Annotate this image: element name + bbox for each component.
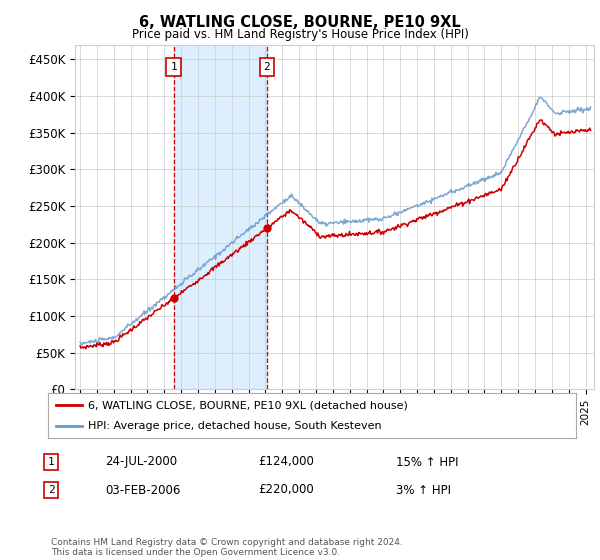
Text: 1: 1 xyxy=(47,457,55,467)
Text: HPI: Average price, detached house, South Kesteven: HPI: Average price, detached house, Sout… xyxy=(88,421,381,431)
Bar xyxy=(174,45,267,389)
Text: 24-JUL-2000: 24-JUL-2000 xyxy=(105,455,177,469)
Text: 2: 2 xyxy=(47,485,55,495)
Text: 03-FEB-2006: 03-FEB-2006 xyxy=(105,483,181,497)
Text: 2: 2 xyxy=(263,62,271,72)
Text: 15% ↑ HPI: 15% ↑ HPI xyxy=(396,455,458,469)
Text: £220,000: £220,000 xyxy=(258,483,314,497)
Text: £124,000: £124,000 xyxy=(258,455,314,469)
Text: 3% ↑ HPI: 3% ↑ HPI xyxy=(396,483,451,497)
Text: 1: 1 xyxy=(170,62,177,72)
Text: Price paid vs. HM Land Registry's House Price Index (HPI): Price paid vs. HM Land Registry's House … xyxy=(131,28,469,41)
Text: 6, WATLING CLOSE, BOURNE, PE10 9XL (detached house): 6, WATLING CLOSE, BOURNE, PE10 9XL (deta… xyxy=(88,400,407,410)
Text: Contains HM Land Registry data © Crown copyright and database right 2024.
This d: Contains HM Land Registry data © Crown c… xyxy=(51,538,403,557)
Text: 6, WATLING CLOSE, BOURNE, PE10 9XL: 6, WATLING CLOSE, BOURNE, PE10 9XL xyxy=(139,15,461,30)
